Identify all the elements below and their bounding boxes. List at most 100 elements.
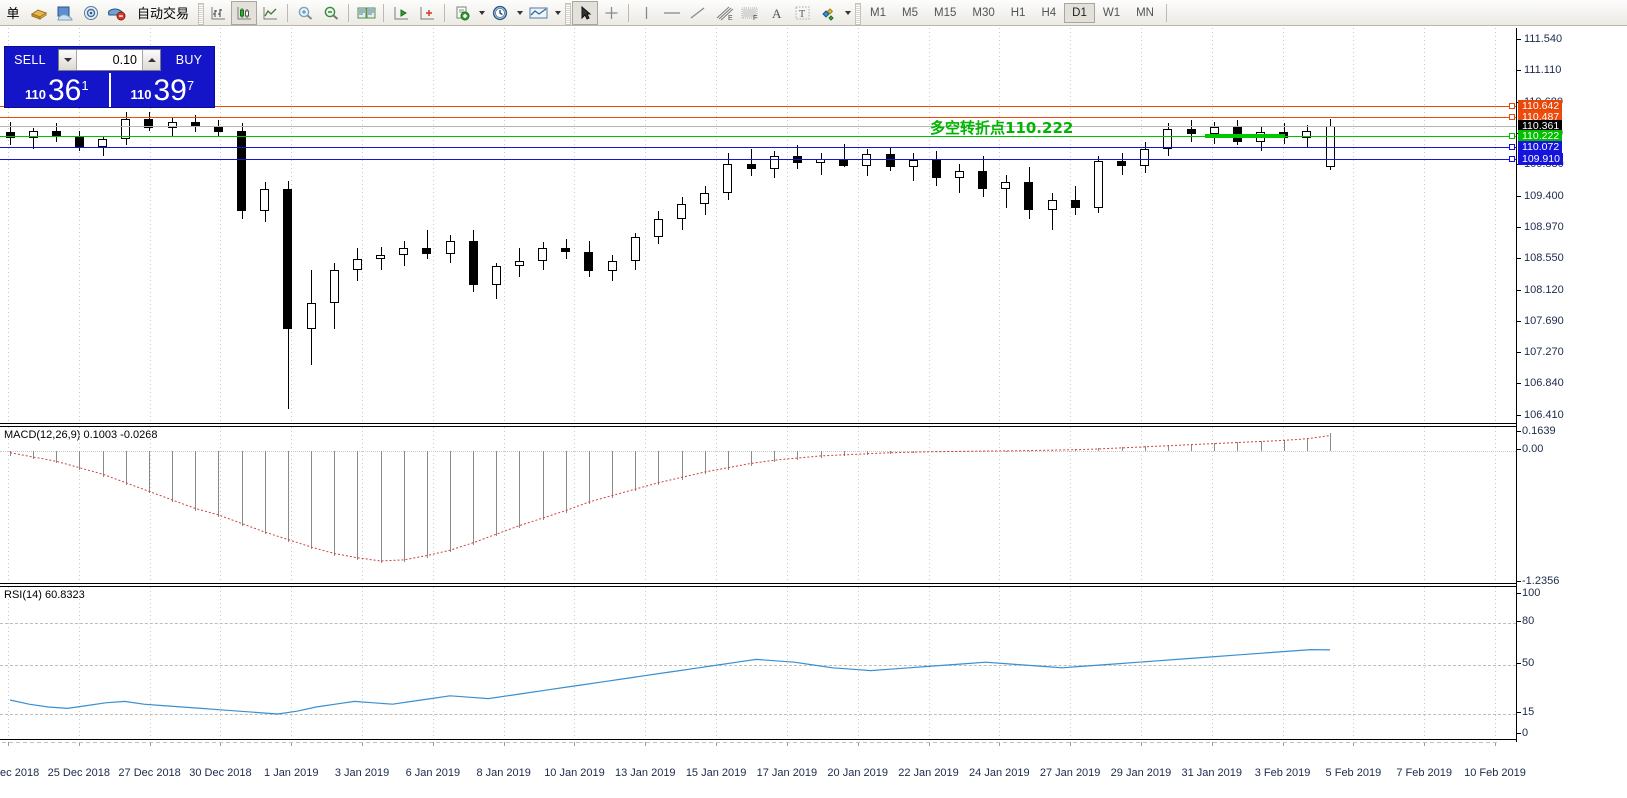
zoom-in-icon[interactable] [292, 1, 318, 25]
cursor-icon[interactable] [572, 0, 599, 25]
x-minor-tick [331, 742, 335, 743]
x-minor-tick [121, 742, 125, 743]
zoom-out-icon[interactable] [318, 1, 344, 25]
price-level-label[interactable]: 110.072 [1518, 141, 1563, 154]
price-level-handle[interactable] [1509, 133, 1515, 140]
timeframe-m15[interactable]: M15 [933, 6, 957, 19]
volume-input[interactable]: 0.10 [112, 53, 137, 67]
x-minor-tick [443, 742, 447, 743]
price-level-line[interactable] [0, 126, 1516, 128]
trend-line-segment[interactable] [1205, 134, 1285, 139]
indicators-dropdown-arrow[interactable] [475, 1, 487, 25]
rsi-pane[interactable]: RSI(14) 60.8323 [0, 586, 1516, 740]
x-gridline [78, 28, 80, 423]
navigator-button[interactable] [52, 1, 78, 25]
price-level-line[interactable] [0, 105, 1516, 107]
text-label-icon[interactable]: A [763, 1, 789, 25]
price-level-label[interactable]: 110.222 [1518, 130, 1563, 143]
price-level-label[interactable]: 109.910 [1518, 153, 1563, 166]
price-level-handle[interactable] [1509, 102, 1515, 109]
objects-dropdown-arrow[interactable] [841, 1, 853, 25]
text-object-icon[interactable]: T [789, 1, 815, 25]
templates-dropdown-arrow[interactable] [551, 1, 563, 25]
data-window-button[interactable] [26, 1, 52, 25]
x-minor-tick [464, 742, 468, 743]
x-minor-tick [1332, 742, 1336, 743]
x-minor-tick [1052, 742, 1056, 743]
period-dropdown-arrow[interactable] [513, 1, 525, 25]
x-minor-tick [135, 742, 139, 743]
candlestick-chart-icon[interactable] [231, 0, 258, 25]
bar-chart-icon[interactable] [205, 1, 231, 25]
price-level-label[interactable]: 110.361 [1518, 120, 1563, 133]
timeframe-d1[interactable]: D1 [1064, 2, 1095, 23]
price-level-label[interactable]: 110.642 [1518, 99, 1563, 112]
horizontal-line-icon[interactable] [659, 1, 685, 25]
x-gridline [1282, 427, 1284, 583]
period-icon[interactable] [487, 1, 513, 25]
volume-decrement-button[interactable] [59, 50, 77, 70]
templates-icon[interactable] [525, 1, 551, 25]
rsi-axis-label: 15 [1522, 706, 1535, 718]
new-order-button[interactable]: 单 [0, 1, 26, 25]
strategy-tester-button[interactable] [104, 1, 130, 25]
chart-shift-icon[interactable] [388, 1, 414, 25]
timeframe-h4[interactable]: H4 [1041, 6, 1057, 19]
timeframe-m30[interactable]: M30 [972, 6, 995, 19]
chart-shift-end-icon[interactable] [414, 1, 440, 25]
timeframe-mn[interactable]: MN [1136, 6, 1154, 19]
auto-trading-button[interactable]: 自动交易 [130, 1, 196, 25]
macd-histogram-bar [774, 450, 775, 463]
x-gridline [149, 427, 151, 583]
rsi-level-line [0, 665, 1516, 666]
x-gridline [857, 587, 859, 739]
x-minor-tick [429, 742, 433, 743]
crosshair-icon[interactable] [598, 1, 624, 25]
price-level-handle[interactable] [1509, 144, 1515, 151]
fibonacci-icon[interactable]: F [737, 1, 763, 25]
price-level-handle[interactable] [1509, 156, 1515, 163]
x-minor-tick [1045, 742, 1049, 743]
timeframe-m5[interactable]: M5 [902, 6, 918, 19]
terminal-button[interactable] [78, 1, 104, 25]
candle-body [653, 218, 663, 237]
price-level-line[interactable] [0, 136, 1516, 138]
x-minor-tick [282, 742, 286, 743]
equidistant-channel-icon[interactable]: E [711, 1, 737, 25]
trendline-icon[interactable] [685, 1, 711, 25]
x-minor-tick [807, 742, 811, 743]
sell-price[interactable]: 110 36 1 [5, 73, 109, 107]
auto-scroll-icon[interactable] [353, 1, 379, 25]
timeframe-m1[interactable]: M1 [870, 6, 886, 19]
buy-price[interactable]: 110 39 7 [108, 73, 215, 107]
price-axis[interactable]: 111.540111.110110.680110.250109.830109.4… [1516, 28, 1627, 770]
buy-button[interactable]: BUY [175, 53, 203, 67]
price-level-line[interactable] [0, 147, 1516, 149]
rsi-axis-label: 80 [1522, 615, 1535, 627]
one-click-trading-panel[interactable]: SELL 0.10 BUY 110 36 1 110 39 7 [4, 46, 215, 108]
timeframe-h1[interactable]: H1 [1010, 6, 1026, 19]
trend-annotation-text[interactable]: 多空转折点110.222 [930, 119, 1074, 138]
price-level-label[interactable]: 110.487 [1518, 110, 1563, 123]
vertical-line-icon[interactable] [633, 1, 659, 25]
line-chart-icon[interactable] [257, 1, 283, 25]
volume-increment-button[interactable] [142, 50, 160, 70]
toolbar-grip[interactable] [196, 2, 205, 25]
chart-container[interactable]: MACD(12,26,9) 0.1003 -0.0268 RSI(14) 60.… [0, 28, 1627, 798]
x-gridline [503, 28, 505, 423]
time-axis[interactable]: 23 Dec 2018 25 Dec 2018 27 Dec 2018 30 Dec … [0, 742, 1627, 798]
objects-icon[interactable] [815, 1, 841, 25]
price-pane[interactable] [0, 28, 1516, 424]
macd-pane[interactable]: MACD(12,26,9) 0.1003 -0.0268 [0, 426, 1516, 584]
timeframe-w1[interactable]: W1 [1102, 6, 1121, 19]
macd-histogram-bar [1145, 446, 1146, 451]
price-level-line[interactable] [0, 116, 1516, 118]
price-level-line[interactable] [0, 159, 1516, 161]
volume-stepper[interactable]: 0.10 [58, 49, 161, 71]
toolbar-grip[interactable] [563, 2, 572, 25]
price-level-handle[interactable] [1509, 113, 1515, 120]
sell-button[interactable]: SELL [14, 53, 46, 67]
indicators-icon[interactable] [449, 1, 475, 25]
toolbar-grip[interactable] [853, 2, 862, 25]
x-minor-tick [842, 742, 846, 743]
